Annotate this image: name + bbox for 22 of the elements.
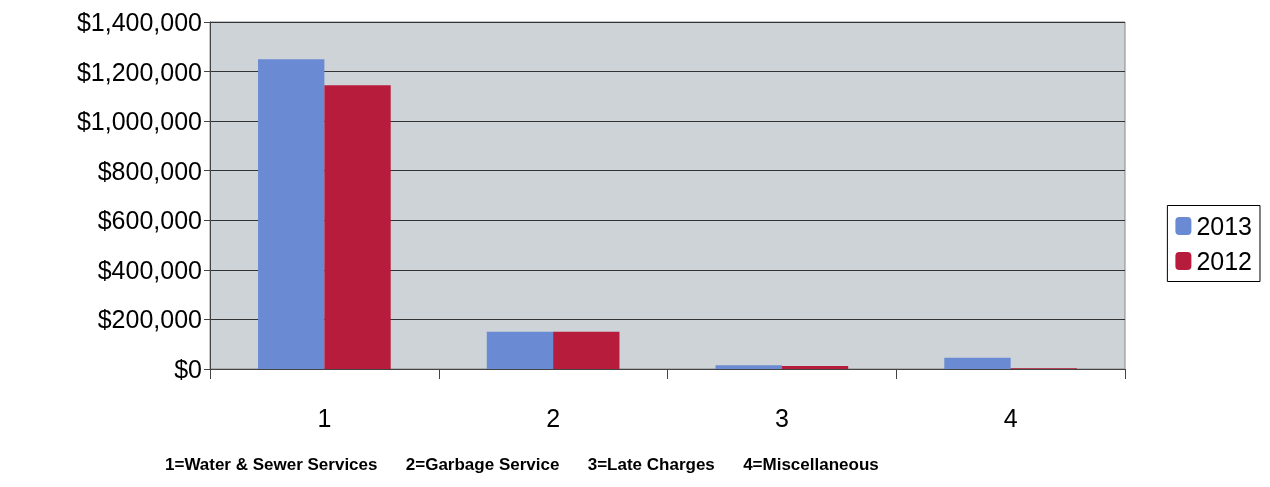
y-tick-label: $0 (174, 355, 202, 383)
x-tick-label: 1 (317, 403, 332, 432)
bar (324, 85, 391, 369)
y-tick-label: $600,000 (97, 206, 202, 235)
y-tick-label: $200,000 (97, 305, 202, 334)
y-tick-label: $800,000 (97, 156, 202, 185)
y-tick-label: $1,200,000 (76, 57, 202, 86)
bar (258, 59, 325, 369)
bar (781, 366, 849, 369)
bar (486, 331, 554, 369)
bar (944, 357, 1011, 369)
y-tick-label: $1,000,000 (76, 107, 202, 136)
x-tick-label: 2 (546, 403, 561, 432)
y-tick-label: $400,000 (97, 255, 202, 284)
y-tick-label: $1,400,000 (76, 8, 202, 36)
legend-label: 2012 (1196, 247, 1253, 275)
x-tick-label: 3 (774, 403, 789, 432)
bar (715, 365, 782, 369)
legend-label: 2013 (1196, 212, 1253, 240)
bar (553, 331, 620, 369)
x-tick-label: 4 (1003, 403, 1018, 432)
text: 1=Water & Sewer Services 2=Garbage Service 3=Late Charges 4=Miscellaneous (165, 455, 879, 474)
